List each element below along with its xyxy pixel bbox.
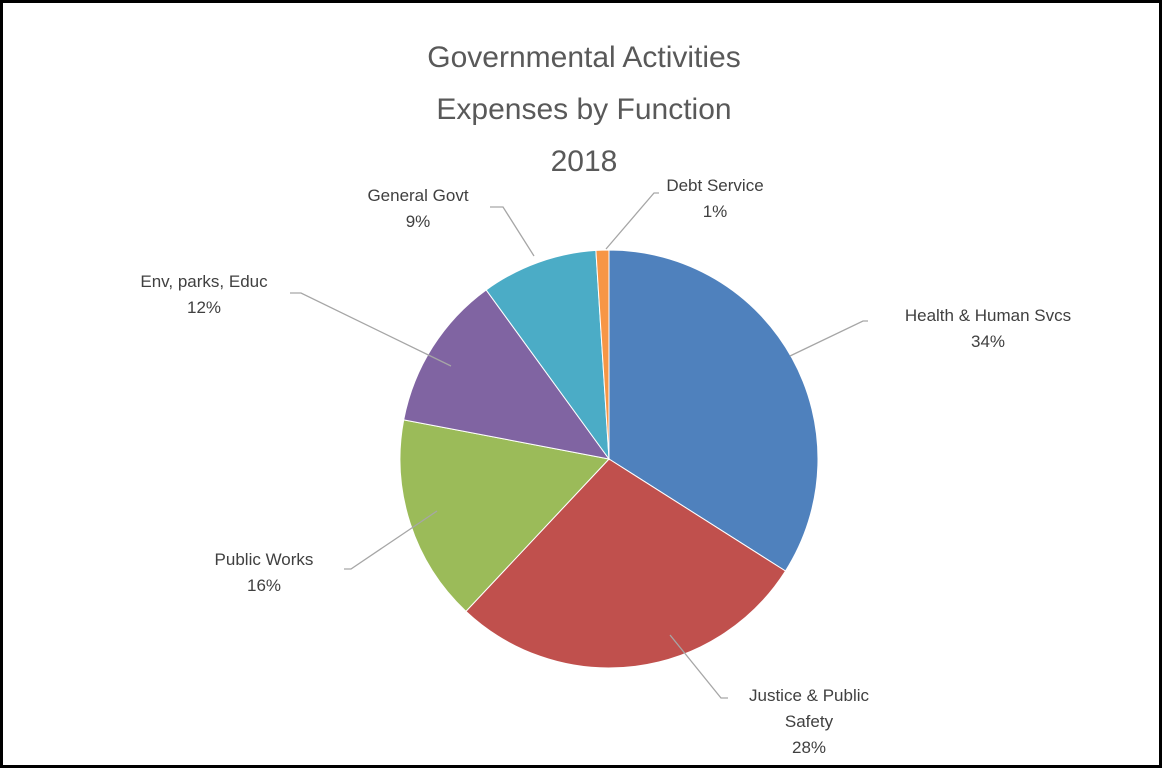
chart-title-line-3: 2018 <box>551 145 618 178</box>
leader-line-debt-service <box>605 192 659 250</box>
pie-slice-health-and-human-svcs <box>608 249 819 572</box>
data-label-percent: 16% <box>247 576 281 595</box>
data-label-debt-service: Debt Service 1% <box>666 176 763 221</box>
data-label-justice-and-public-safety: Justice & Public Safety 28% <box>749 686 869 757</box>
leader-line-public-works <box>344 510 438 570</box>
data-label-public-works: Public Works 16% <box>215 550 314 595</box>
data-label-percent: 28% <box>792 738 826 757</box>
pie-slice-env-parks-educ <box>403 289 611 460</box>
pie-chart: Governmental Activities Expenses by Func… <box>140 41 1071 757</box>
data-label-general-govt: General Govt 9% <box>367 186 468 231</box>
data-label-name: Public Works <box>215 550 314 569</box>
data-label-percent: 12% <box>187 298 221 317</box>
data-label-name: Health & Human Svcs <box>905 306 1071 325</box>
chart-title: Governmental Activities Expenses by Func… <box>427 41 740 178</box>
data-label-name: Safety <box>785 712 834 731</box>
data-label-name: General Govt <box>367 186 468 205</box>
pie-slice-justice-and-public-safety <box>465 458 787 669</box>
pie-slice-public-works <box>399 419 610 613</box>
data-labels: Health & Human Svcs 34% Justice & Public Sa… <box>140 176 1071 757</box>
data-label-percent: 9% <box>406 212 431 231</box>
leader-line-health-and-human-svcs <box>789 320 868 357</box>
leader-line-env-parks-educ <box>290 292 452 367</box>
chart-title-line-2: Expenses by Function <box>436 93 731 126</box>
data-label-percent: 34% <box>971 332 1005 351</box>
data-label-health-and-human-svcs: Health & Human Svcs 34% <box>905 306 1071 351</box>
data-label-name: Justice & Public <box>749 686 869 705</box>
chart-title-line-1: Governmental Activities <box>427 41 740 74</box>
data-label-name: Debt Service <box>666 176 763 195</box>
leader-lines <box>290 192 868 699</box>
leader-line-justice-and-public-safety <box>669 634 728 699</box>
data-label-env-parks-educ: Env, parks, Educ 12% <box>140 272 268 317</box>
pie-slices <box>399 249 819 669</box>
leader-line-general-govt <box>490 206 535 257</box>
pie-slice-general-govt <box>485 249 610 461</box>
pie-slice-debt-service <box>595 249 610 460</box>
data-label-percent: 1% <box>703 202 728 221</box>
data-label-name: Env, parks, Educ <box>140 272 268 291</box>
